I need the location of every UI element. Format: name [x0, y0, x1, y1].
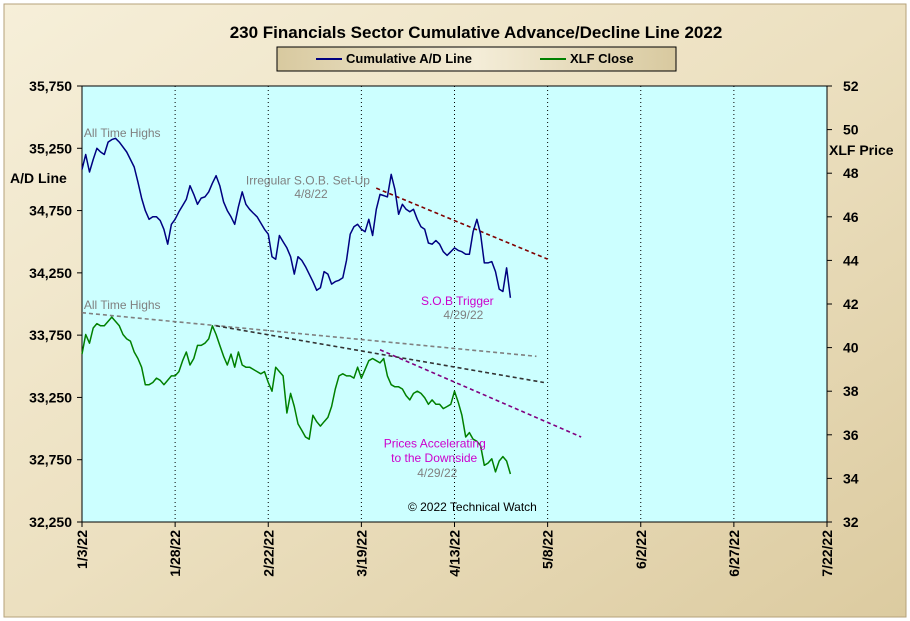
x-tick-label: 7/22/22: [819, 530, 835, 577]
right-tick-label: 36: [843, 427, 859, 443]
series-layer: [81, 137, 512, 475]
left-tick-label: 32,250: [29, 514, 72, 530]
trendline: [81, 311, 537, 358]
left-tick-label: 33,250: [29, 389, 72, 405]
series-line-xlf: [81, 316, 512, 475]
left-tick-label: 34,750: [29, 203, 72, 219]
right-tick-label: 38: [843, 383, 859, 399]
annotation-text: All Time Highs: [84, 298, 161, 312]
left-tick-label: 35,750: [29, 78, 72, 94]
legend-box: [276, 46, 677, 72]
annotation-text: Prices Accelerating: [384, 436, 486, 450]
right-tick-label: 32: [843, 514, 859, 530]
x-tick-label: 2/22/22: [260, 530, 276, 577]
right-tick-label: 42: [843, 296, 859, 312]
annotation-text: 4/8/22: [294, 187, 328, 201]
x-tick-label: 5/8/22: [540, 530, 556, 569]
chart-title: 230 Financials Sector Cumulative Advance…: [230, 23, 723, 42]
annotation-text: All Time Highs: [84, 126, 161, 140]
x-axis: 1/3/22 1/28/22 2/22/22 3/19/22 4/13/22 5/8/22…: [74, 522, 835, 577]
annotation-text: © 2022 Technical Watch: [408, 500, 537, 514]
annotation-text: to the Downside: [391, 451, 477, 465]
legend: Cumulative A/D Line XLF Close: [276, 46, 677, 72]
annotation-text: 4/29/22: [443, 308, 483, 322]
annotation-text: S.O.B Trigger: [421, 294, 494, 308]
x-tick-label: 3/19/22: [353, 530, 369, 577]
x-tick-label: 6/2/22: [633, 530, 649, 569]
x-tick-label: 6/27/22: [726, 530, 742, 577]
right-tick-label: 50: [843, 122, 859, 138]
right-tick-label: 40: [843, 340, 859, 356]
right-tick-label: 34: [843, 470, 859, 486]
left-tick-label: 34,250: [29, 265, 72, 281]
left-axis-label: A/D Line: [10, 170, 67, 186]
legend-label-ad-line: Cumulative A/D Line: [346, 51, 472, 66]
annotations: All Time Highs Irregular S.O.B. Set-Up4/8…: [84, 126, 537, 514]
right-tick-label: 44: [843, 252, 859, 268]
x-tick-label: 1/28/22: [167, 530, 183, 577]
series-line-ad: [81, 137, 512, 298]
left-axis: 35,750 35,250 34,750 34,250 33,750 33,250 32,7…: [29, 78, 82, 530]
annotation-text: Irregular S.O.B. Set-Up: [246, 173, 370, 187]
left-tick-label: 32,750: [29, 452, 72, 468]
right-tick-label: 48: [843, 165, 859, 181]
x-tick-label: 4/13/22: [447, 530, 463, 577]
left-tick-label: 35,250: [29, 140, 72, 156]
gridlines: [174, 86, 735, 522]
legend-label-xlf: XLF Close: [570, 51, 634, 66]
right-axis-label: XLF Price: [829, 142, 894, 158]
trendline: [379, 349, 582, 438]
trendlines: [81, 187, 582, 438]
right-tick-label: 52: [843, 78, 859, 94]
right-axis: 52 50 48 46 44 42 40 38 36 34 32: [827, 78, 859, 530]
right-tick-label: 46: [843, 209, 859, 225]
x-tick-label: 1/3/22: [74, 530, 90, 569]
annotation-text: 4/29/22: [417, 466, 457, 480]
trendline: [375, 187, 548, 260]
left-tick-label: 33,750: [29, 327, 72, 343]
